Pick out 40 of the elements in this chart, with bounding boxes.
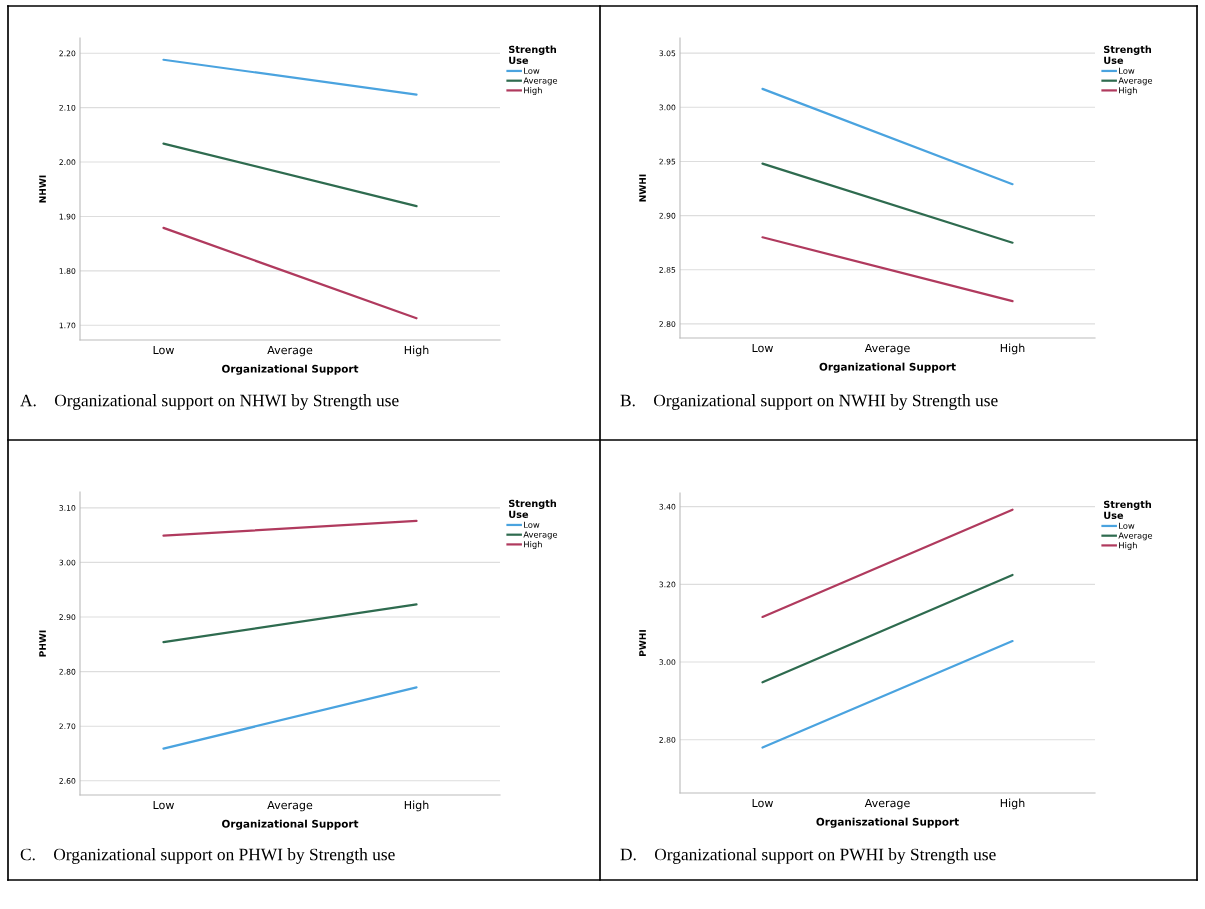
x-tick-label: Average	[267, 800, 313, 812]
y-axis-title: NHWI	[39, 175, 46, 203]
legend-title: Strength Use	[508, 45, 557, 64]
x-tick-label: Average	[267, 345, 313, 357]
y-axis-title: NWHI	[639, 174, 646, 202]
legend-label: Average	[523, 77, 558, 86]
text: A. Organizational support on NHWI by Strength use	[20, 394, 399, 410]
legend-label: High	[524, 87, 542, 96]
legend-label: Low	[524, 67, 540, 74]
x-axis-title: Organizational Support	[222, 364, 359, 375]
x-tick-label: Average	[864, 798, 910, 810]
legend-title: Strength Use	[1103, 500, 1152, 519]
text: D. Organizational support on PWHI by Strength use	[620, 848, 996, 864]
legend-label: High	[524, 541, 542, 550]
x-tick-label: Low	[752, 798, 773, 808]
legend-label: Average	[1118, 532, 1153, 541]
text: C. Organizational support on PHWI by Strength use	[20, 848, 395, 864]
legend-label: High	[1119, 87, 1137, 96]
x-tick-label: High	[404, 345, 429, 357]
legend-label: Low	[1119, 522, 1135, 529]
legend-label: Average	[523, 531, 558, 540]
x-axis-title: Organizational Support	[819, 362, 956, 373]
legend-label: Low	[524, 521, 540, 528]
x-tick-label: Low	[153, 800, 174, 810]
x-tick-label: High	[1000, 798, 1025, 810]
legend-label: Low	[1119, 67, 1135, 74]
x-tick-label: Average	[864, 343, 910, 355]
x-tick-label: High	[404, 800, 429, 812]
x-axis-title: Organizational Support	[222, 819, 359, 830]
x-tick-label: Low	[752, 343, 773, 353]
y-axis-title: PHWI	[39, 630, 46, 657]
y-axis-title: PWHI	[639, 630, 646, 656]
x-tick-label: Low	[153, 345, 174, 355]
x-axis-title: Organiszational Support	[816, 817, 959, 828]
legend-label: Average	[1118, 77, 1153, 86]
legend-label: High	[1119, 542, 1137, 551]
text: B. Organizational support on NWHI by Strength use	[620, 394, 998, 410]
x-tick-label: High	[1000, 343, 1025, 355]
legend-title: Strength Use	[1103, 45, 1152, 64]
legend-title: Strength Use	[508, 499, 557, 518]
